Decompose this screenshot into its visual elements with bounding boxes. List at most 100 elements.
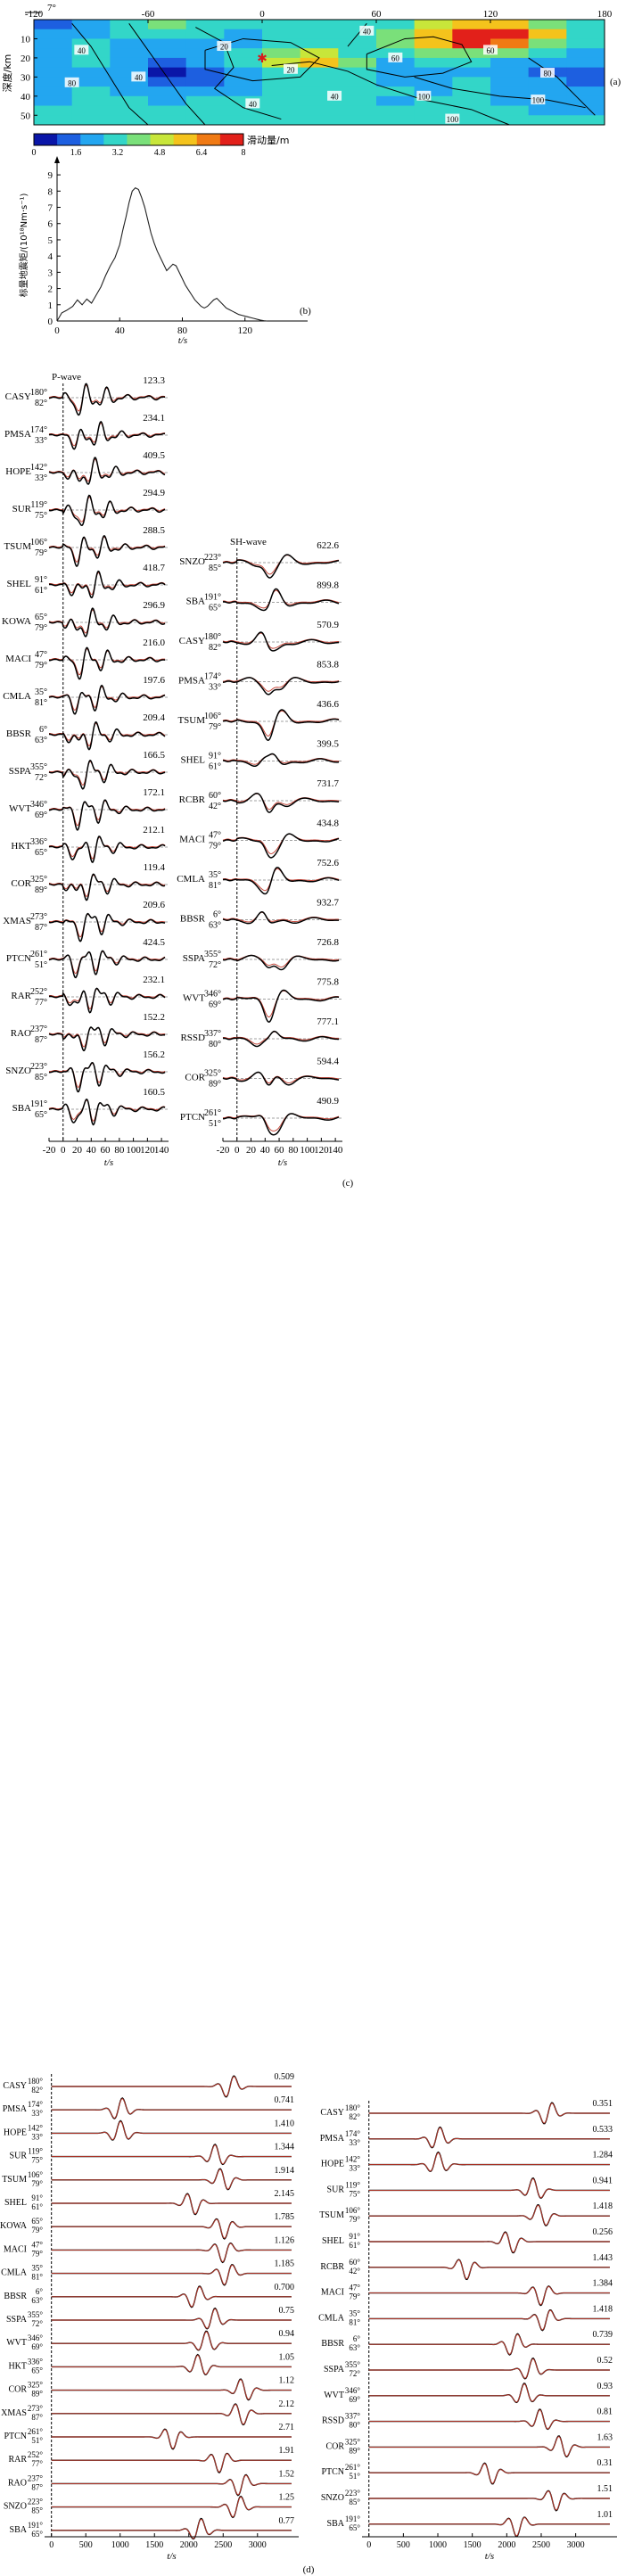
slip-cell bbox=[338, 48, 377, 59]
slip-cell bbox=[71, 115, 111, 126]
slip-cell bbox=[490, 105, 530, 116]
y-tick-label: 2 bbox=[48, 284, 54, 295]
slip-cell bbox=[376, 77, 416, 87]
synthetic-waveform bbox=[222, 555, 340, 575]
station-distance: 61° bbox=[31, 2202, 43, 2211]
station-amplitude: 0.739 bbox=[593, 2330, 613, 2340]
station-azimuth: 252° bbox=[30, 987, 47, 997]
contour-label: 40 bbox=[78, 46, 86, 55]
synthetic-waveform bbox=[51, 2264, 292, 2285]
slip-cell bbox=[566, 95, 605, 107]
station-name: MACI bbox=[4, 2244, 27, 2254]
slip-cell bbox=[110, 95, 149, 107]
station-azimuth: 142° bbox=[345, 2155, 361, 2164]
synthetic-waveform bbox=[368, 2333, 610, 2355]
station-azimuth: 35° bbox=[349, 2309, 360, 2317]
synthetic-waveform bbox=[51, 2169, 292, 2190]
slip-cell bbox=[224, 67, 263, 78]
slip-cell bbox=[452, 67, 491, 78]
station-azimuth: 273° bbox=[28, 2404, 44, 2413]
x-tick-label: 1000 bbox=[429, 2540, 447, 2550]
station-azimuth: 91° bbox=[35, 575, 47, 585]
station-distance: 79° bbox=[209, 842, 221, 852]
station-name: RSSD bbox=[180, 1033, 205, 1043]
station-name: RCBR bbox=[179, 794, 206, 805]
station-name: SNZO bbox=[4, 2502, 27, 2512]
observed-waveform bbox=[222, 1113, 340, 1136]
station-name: CASY bbox=[5, 391, 31, 402]
station-name: RAR bbox=[8, 2455, 27, 2465]
station-azimuth: 106° bbox=[30, 538, 47, 547]
station-name: COR bbox=[8, 2385, 27, 2395]
station-name: RAR bbox=[11, 991, 31, 1001]
station-distance: 63° bbox=[31, 2296, 43, 2305]
station-name: PTCN bbox=[4, 2432, 27, 2441]
contour-label: 100 bbox=[418, 92, 431, 101]
slip-cell bbox=[300, 86, 339, 97]
station-distance: 89° bbox=[35, 885, 47, 895]
synthetic-waveform bbox=[368, 2463, 610, 2484]
observed-waveform bbox=[368, 2516, 610, 2538]
station-amplitude: 2.12 bbox=[279, 2399, 295, 2409]
station-name: COR bbox=[325, 2441, 344, 2451]
station-name: SUR bbox=[327, 2185, 345, 2194]
slip-cell bbox=[71, 95, 111, 107]
station-name: PMSA bbox=[320, 2134, 345, 2144]
slip-cell bbox=[224, 57, 263, 69]
station-amplitude: 1.25 bbox=[279, 2493, 295, 2503]
observed-waveform bbox=[48, 835, 166, 864]
contour-label-bg bbox=[131, 71, 146, 82]
moment-rate-line bbox=[56, 186, 268, 322]
slip-cell bbox=[528, 115, 567, 126]
station-amplitude: 234.1 bbox=[143, 413, 165, 424]
station-distance: 82° bbox=[209, 643, 221, 653]
station-azimuth: 346° bbox=[30, 800, 47, 810]
observed-waveform bbox=[51, 2330, 292, 2351]
station-name: HKT bbox=[8, 2361, 27, 2371]
station-amplitude: 434.8 bbox=[317, 819, 339, 829]
station-amplitude: 726.8 bbox=[317, 937, 339, 948]
observed-waveform bbox=[222, 588, 340, 612]
colorbar-segment bbox=[219, 134, 244, 145]
slip-cell bbox=[338, 86, 377, 97]
station-name: PMSA bbox=[178, 676, 205, 687]
synthetic-waveform bbox=[222, 589, 340, 609]
observed-waveform bbox=[368, 2383, 610, 2404]
slip-cell bbox=[110, 67, 149, 78]
station-amplitude: 932.7 bbox=[317, 898, 339, 909]
x-tick-label: 0 bbox=[235, 1145, 240, 1156]
station-distance: 87° bbox=[31, 2413, 43, 2422]
observed-waveform bbox=[222, 709, 340, 742]
observed-waveform bbox=[222, 677, 340, 695]
slip-cell bbox=[414, 57, 453, 69]
station-amplitude: 152.2 bbox=[143, 1012, 165, 1023]
synthetic-waveform bbox=[51, 2098, 292, 2119]
slip-cell bbox=[528, 20, 567, 30]
slip-cell bbox=[224, 77, 263, 87]
observed-waveform bbox=[48, 720, 166, 751]
synthetic-waveform bbox=[48, 458, 166, 482]
panel-label: (b) bbox=[300, 306, 311, 317]
y-tick-label: 4 bbox=[48, 251, 54, 262]
observed-waveform bbox=[222, 954, 340, 971]
x-tick-label: 180 bbox=[597, 9, 613, 20]
station-azimuth: 142° bbox=[28, 2123, 44, 2132]
station-name: CASY bbox=[179, 636, 205, 646]
slip-cell bbox=[224, 115, 263, 126]
station-amplitude: 123.3 bbox=[143, 375, 165, 386]
slip-contour-line bbox=[414, 76, 586, 109]
observed-waveform bbox=[51, 2097, 292, 2119]
station-amplitude: 1.52 bbox=[279, 2469, 295, 2479]
slip-cell bbox=[300, 48, 339, 59]
observed-waveform bbox=[222, 989, 340, 1023]
synthetic-waveform bbox=[48, 572, 166, 596]
station-distance: 33° bbox=[35, 473, 47, 483]
slip-cell bbox=[224, 38, 263, 49]
station-name: RCBR bbox=[320, 2262, 344, 2272]
panel-b-moment-rate: 0 1 2 3 4 5 6 7 8 9 0 40 80 120 t/s 标量地震矩/(10¹⁸Nm·s⁻¹) (… bbox=[18, 156, 311, 346]
station-amplitude: 1.05 bbox=[279, 2352, 295, 2362]
station-amplitude: 1.418 bbox=[593, 2202, 613, 2211]
station-name: HOPE bbox=[321, 2160, 344, 2169]
slip-cell bbox=[338, 20, 377, 30]
